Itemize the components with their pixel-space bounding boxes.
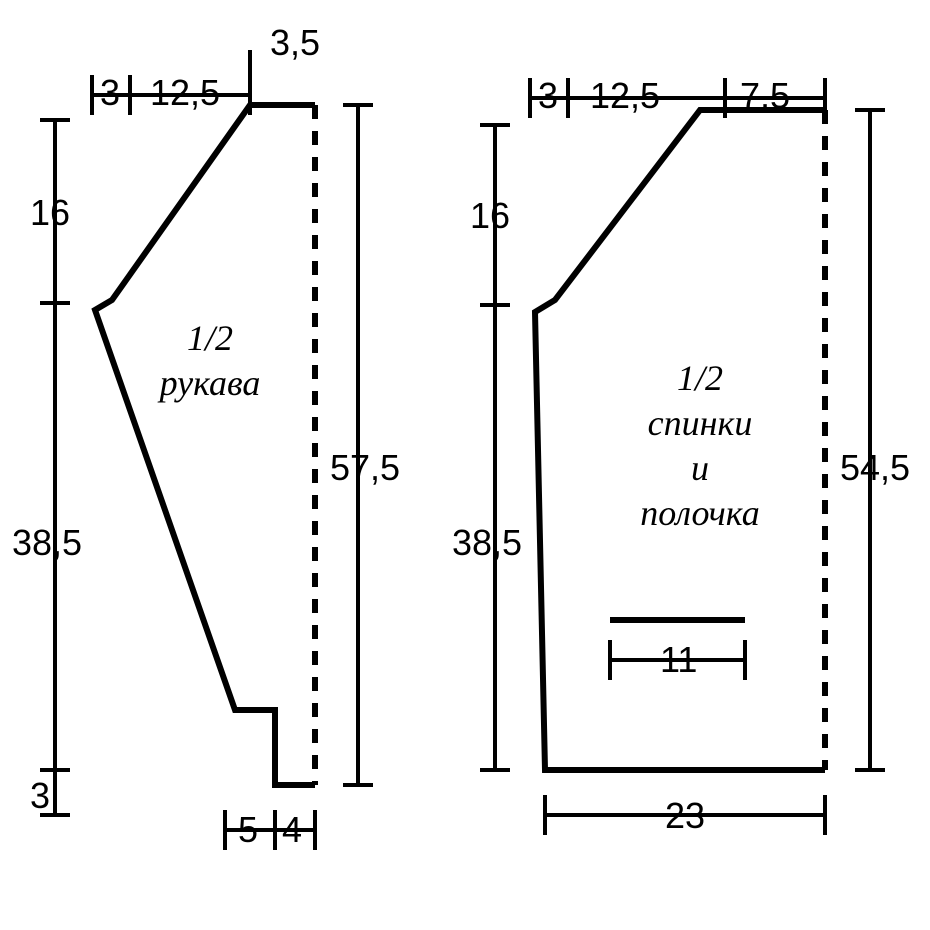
right-top-dim: 3 12,5 7,5 — [530, 75, 825, 118]
svg-text:7,5: 7,5 — [740, 75, 790, 116]
dim-top-3: 3 — [100, 72, 120, 113]
svg-text:4: 4 — [282, 809, 302, 850]
left-outline — [95, 105, 315, 785]
svg-text:12,5: 12,5 — [590, 75, 660, 116]
right-dim-38-5: 38,5 — [452, 305, 522, 770]
left-dim-57-5: 57,5 — [330, 105, 400, 785]
svg-text:38,5: 38,5 — [12, 522, 82, 563]
left-label-line2: рукава — [157, 363, 261, 403]
svg-text:5: 5 — [238, 809, 258, 850]
right-dim-16: 16 — [470, 125, 510, 305]
svg-text:3: 3 — [538, 75, 558, 116]
left-label-line1: 1/2 — [187, 318, 233, 358]
svg-text:54,5: 54,5 — [840, 447, 910, 488]
left-piece-sleeve: 1/2 рукава 3,5 3 12,5 16 38,5 — [12, 22, 400, 850]
svg-text:38,5: 38,5 — [452, 522, 522, 563]
svg-text:16: 16 — [470, 195, 510, 236]
right-dim-pocket: 11 — [610, 620, 745, 680]
left-dim-thumb: 5 4 — [225, 809, 315, 850]
dim-top-offset: 3,5 — [270, 22, 320, 63]
right-label-1: 1/2 — [677, 358, 723, 398]
right-dim-54-5: 54,5 — [840, 110, 910, 770]
right-label-3: и — [691, 448, 709, 488]
right-dim-23: 23 — [545, 795, 825, 836]
left-dim-bottom-3: 3 — [30, 770, 70, 816]
svg-text:57,5: 57,5 — [330, 447, 400, 488]
right-piece-body: 1/2 спинки и полочка 3 12,5 7,5 16 38,5 — [452, 75, 910, 836]
left-dim-38-5: 38,5 — [12, 303, 82, 770]
left-dim-16: 16 — [30, 120, 70, 303]
pattern-diagram: 1/2 рукава 3,5 3 12,5 16 38,5 — [0, 0, 930, 930]
right-label-4: полочка — [640, 493, 759, 533]
dim-top-12-5: 12,5 — [150, 72, 220, 113]
svg-text:3: 3 — [30, 775, 50, 816]
right-label-2: спинки — [648, 403, 753, 443]
svg-text:11: 11 — [660, 639, 697, 680]
svg-text:23: 23 — [665, 795, 705, 836]
svg-text:16: 16 — [30, 192, 70, 233]
left-top-dim: 3 12,5 — [92, 72, 250, 115]
